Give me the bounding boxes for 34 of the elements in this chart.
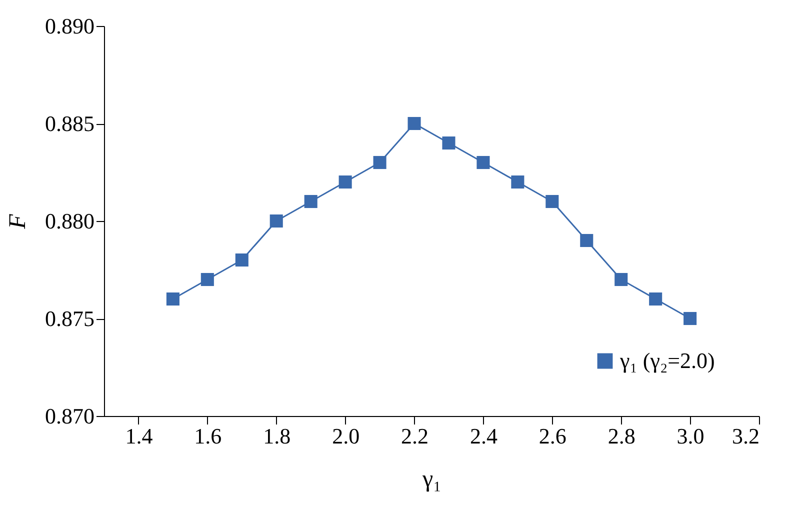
point	[684, 312, 697, 326]
x-tick-label: 3.0	[676, 424, 704, 448]
x-axis-title: γ₁	[422, 466, 442, 492]
x-tick-label: 2.0	[332, 424, 360, 448]
legend-label: γ₁ (γ₂=2.0)	[619, 348, 715, 373]
y-tick-label: 0.870	[45, 404, 94, 428]
point	[200, 272, 214, 286]
point	[304, 194, 318, 208]
point	[408, 116, 421, 130]
point	[373, 156, 386, 170]
point	[476, 156, 490, 170]
y-tick-label: 0.885	[45, 111, 94, 136]
x-tick-label: 2.8	[608, 424, 636, 448]
point	[235, 253, 248, 267]
x-tick-label: 2.6	[538, 424, 566, 448]
point	[511, 175, 524, 189]
point	[270, 214, 283, 228]
point	[580, 234, 594, 248]
point	[614, 272, 628, 286]
point	[442, 136, 456, 150]
point	[338, 175, 352, 189]
x-tick-label: 3.2	[732, 424, 760, 448]
x-tick-label: 1.8	[263, 424, 291, 448]
x-tick-label: 2.2	[401, 424, 429, 448]
x-tick-label: 1.6	[194, 424, 222, 448]
x-tick-label: 1.4	[125, 424, 153, 448]
y-axis-title: F	[5, 214, 31, 230]
point	[649, 292, 662, 306]
y-tick-label: 0.890	[45, 14, 94, 38]
y-tick-label: 0.880	[45, 208, 94, 234]
x-tick-label: 2.4	[470, 424, 498, 448]
point	[546, 194, 559, 208]
point	[166, 292, 180, 306]
y-tick-label: 0.875	[45, 306, 94, 331]
